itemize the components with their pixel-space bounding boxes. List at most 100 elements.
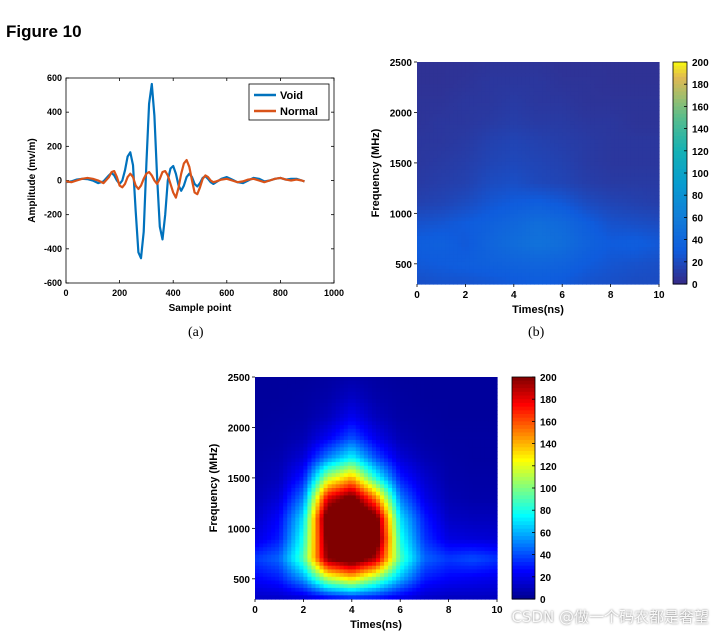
chart-b-heatmap-cell bbox=[437, 158, 442, 163]
chart-b-heatmap-cell bbox=[646, 184, 652, 189]
chart-b-heatmap-cell bbox=[558, 147, 563, 152]
chart-b-heatmap-cell bbox=[602, 280, 608, 285]
chart-c-heatmap-cell bbox=[303, 488, 309, 493]
chart-b-heatmap-cell bbox=[546, 124, 551, 130]
chart-b-heatmap-cell bbox=[614, 69, 620, 74]
chart-b-heatmap-cell bbox=[654, 269, 660, 274]
chart-b-heatmap-cell bbox=[421, 280, 426, 285]
chart-b-heatmap-cell bbox=[582, 187, 587, 193]
chart-c-heatmap-cell bbox=[295, 391, 300, 397]
chart-b-heatmap-cell bbox=[525, 173, 531, 178]
chart-b-heatmap-cell bbox=[586, 180, 592, 185]
chart-b-heatmap-cell bbox=[517, 87, 523, 93]
chart-b-heatmap-cell bbox=[606, 69, 612, 74]
chart-b-heatmap-cell bbox=[578, 180, 583, 185]
chart-b-heatmap-cell bbox=[602, 210, 608, 215]
chart-b-heatmap-cell bbox=[586, 202, 592, 207]
chart-b-heatmap-cells bbox=[417, 62, 660, 285]
chart-b-heatmap-cell bbox=[630, 191, 636, 196]
chart-b-heatmap-cell bbox=[513, 261, 519, 267]
chart-b-heatmap-cell bbox=[473, 124, 479, 130]
chart-b-heatmap-cell bbox=[582, 173, 587, 178]
chart-b-heatmap-cell bbox=[425, 280, 430, 285]
chart-c-heatmap-cell bbox=[311, 410, 317, 415]
chart-b-heatmap-cell bbox=[425, 128, 430, 133]
chart-b-heatmap-cell bbox=[578, 136, 583, 141]
chart-b-heatmap-cell bbox=[650, 95, 656, 100]
chart-b-heatmap-cell bbox=[618, 180, 624, 185]
chart-b-heatmap-cell bbox=[473, 202, 479, 207]
chart-b-heatmap-cell bbox=[566, 84, 571, 89]
chart-b-heatmap-cell bbox=[489, 195, 495, 200]
chart-b-heatmap-cell bbox=[546, 250, 551, 255]
chart-c-heatmap-cell bbox=[267, 547, 272, 552]
chart-b-heatmap-cell bbox=[489, 210, 495, 215]
chart-b-heatmap-cell bbox=[594, 150, 600, 156]
chart-b-heatmap-cell bbox=[542, 191, 547, 196]
chart-c-heatmap-cell bbox=[287, 576, 292, 582]
chart-b-heatmap-cell bbox=[582, 139, 587, 144]
chart-b-heatmap-cell bbox=[558, 169, 563, 174]
chart-b-heatmap-cell bbox=[501, 113, 507, 119]
chart-b-heatmap-cell bbox=[642, 228, 648, 233]
chart-c-heatmap-cell bbox=[283, 410, 288, 415]
chart-b-heatmap-cell bbox=[618, 272, 624, 278]
chart-b-heatmap-cell bbox=[517, 176, 523, 181]
chart-b-heatmap-cell bbox=[445, 224, 450, 230]
chart-c-heatmap-cell bbox=[283, 547, 288, 552]
chart-b-heatmap-cell bbox=[650, 173, 656, 178]
chart-b-heatmap-cell bbox=[473, 87, 479, 93]
chart-b-heatmap-cell bbox=[465, 80, 471, 85]
chart-c-heatmap-cell bbox=[291, 580, 296, 585]
chart-b-heatmap-cell bbox=[626, 143, 632, 148]
chart-b-heatmap-cell bbox=[586, 117, 592, 122]
chart-b-heatmap-cell bbox=[465, 99, 471, 104]
chart-b-heatmap-cell bbox=[582, 243, 587, 248]
chart-b-heatmap-cell bbox=[614, 62, 620, 67]
chart-b-heatmap-cell bbox=[570, 254, 575, 259]
chart-b-heatmap-cell bbox=[489, 232, 495, 237]
chart-b-heatmap-cell bbox=[638, 206, 644, 211]
chart-b-heatmap-cell bbox=[433, 117, 438, 122]
chart-b-heatmap-cell bbox=[441, 184, 446, 189]
chart-b-heatmap-cell bbox=[610, 202, 616, 207]
chart-c-heatmap-cell bbox=[255, 536, 260, 541]
chart-b-heatmap-cell bbox=[445, 280, 450, 285]
chart-b-heatmap-cell bbox=[582, 161, 587, 167]
chart-b-heatmap-cell bbox=[453, 139, 458, 144]
chart-b-heatmap-cell bbox=[501, 73, 507, 78]
chart-b-heatmap-cell bbox=[469, 143, 475, 148]
chart-b-heatmap-cell bbox=[485, 276, 491, 281]
chart-b-heatmap-cell bbox=[417, 62, 422, 67]
chart-b-heatmap-cell bbox=[481, 69, 487, 74]
chart-c-heatmap-cell bbox=[287, 458, 292, 463]
chart-b-heatmap-cell bbox=[477, 180, 483, 185]
chart-b-heatmap-cell bbox=[538, 132, 543, 137]
chart-b-heatmap-cell bbox=[505, 95, 511, 100]
chart-b-heatmap-cell bbox=[469, 150, 475, 156]
chart-b-heatmap-cell bbox=[606, 250, 612, 255]
chart-b-colorbar-segment bbox=[673, 258, 687, 263]
chart-b-heatmap-cell bbox=[618, 124, 624, 130]
chart-b-heatmap-cell bbox=[525, 62, 531, 67]
chart-c-heatmap-cell bbox=[275, 569, 280, 574]
chart-b-heatmap-cell bbox=[570, 102, 575, 107]
chart-b-heatmap-cell bbox=[570, 80, 575, 85]
chart-b-heatmap-cell bbox=[610, 99, 616, 104]
chart-b-heatmap-cell bbox=[634, 239, 640, 244]
chart-c-heatmap-cell bbox=[331, 414, 337, 419]
chart-c-heatmap-cell bbox=[323, 399, 329, 404]
chart-c-heatmap-cell bbox=[335, 502, 341, 508]
chart-b-heatmap-cell bbox=[433, 95, 438, 100]
chart-b-heatmap-cell bbox=[578, 247, 583, 252]
chart-b-heatmap-cell bbox=[622, 165, 628, 170]
chart-b-heatmap-cell bbox=[566, 62, 571, 67]
chart-c-heatmap-cell bbox=[295, 521, 300, 526]
chart-c-heatmap-cell bbox=[271, 580, 276, 585]
chart-b-heatmap-cell bbox=[421, 224, 426, 230]
chart-b-heatmap-cell bbox=[654, 176, 660, 181]
chart-b-heatmap-cell bbox=[614, 154, 620, 159]
chart-c-heatmap-cell bbox=[307, 414, 313, 419]
chart-b-heatmap-cell bbox=[598, 250, 604, 255]
chart-b-heatmap-cell bbox=[437, 128, 442, 133]
